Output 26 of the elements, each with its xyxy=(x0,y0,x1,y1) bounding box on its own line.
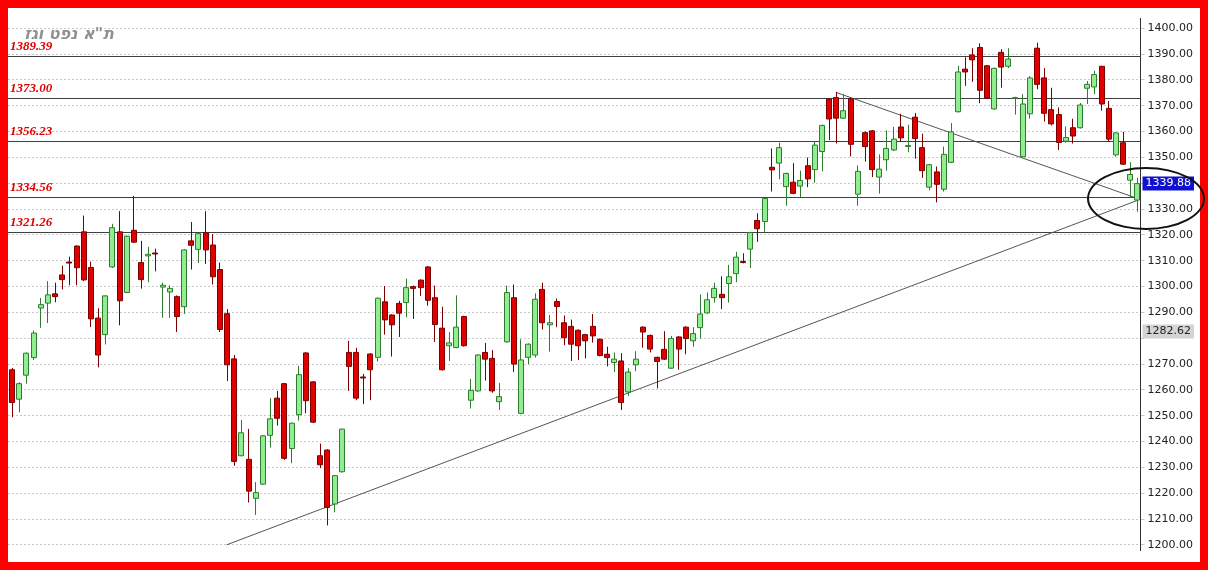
y-tick-label: 1200.00 xyxy=(1147,537,1194,551)
ref-line-label: 1334.56 xyxy=(10,179,53,195)
y-tick-label: 1330.00 xyxy=(1147,201,1194,215)
y-tick-label: 1240.00 xyxy=(1147,434,1194,448)
ref-line-label: 1356.23 xyxy=(10,123,53,139)
y-tick-label: 1390.00 xyxy=(1147,47,1194,61)
y-tick-label: 1220.00 xyxy=(1147,486,1194,500)
ref-line-label: 1321.26 xyxy=(10,213,53,229)
y-tick-label: 1360.00 xyxy=(1147,124,1194,138)
y-tick-label: 1250.00 xyxy=(1147,408,1194,422)
text: 1282.62 xyxy=(1145,324,1192,338)
y-tick-label: 1320.00 xyxy=(1147,227,1194,241)
y-tick-label: 1400.00 xyxy=(1147,21,1194,35)
y-tick-label: 1260.00 xyxy=(1147,382,1194,396)
y-tick-label: 1370.00 xyxy=(1147,98,1194,112)
ref-line-label: 1373.00 xyxy=(10,79,53,95)
y-tick-label: 1230.00 xyxy=(1147,460,1194,474)
y-tick-label: 1300.00 xyxy=(1147,279,1194,293)
y-tick-label: 1210.00 xyxy=(1147,511,1194,525)
y-tick-label: 1350.00 xyxy=(1147,150,1194,164)
y-tick-label: 1380.00 xyxy=(1147,72,1194,86)
text: 1339.88 xyxy=(1145,176,1192,190)
chart-title: ת"א נפט וגז xyxy=(24,24,114,43)
y-tick-label: 1270.00 xyxy=(1147,356,1194,370)
y-tick-label: 1310.00 xyxy=(1147,253,1194,267)
y-tick-label: 1290.00 xyxy=(1147,305,1194,319)
